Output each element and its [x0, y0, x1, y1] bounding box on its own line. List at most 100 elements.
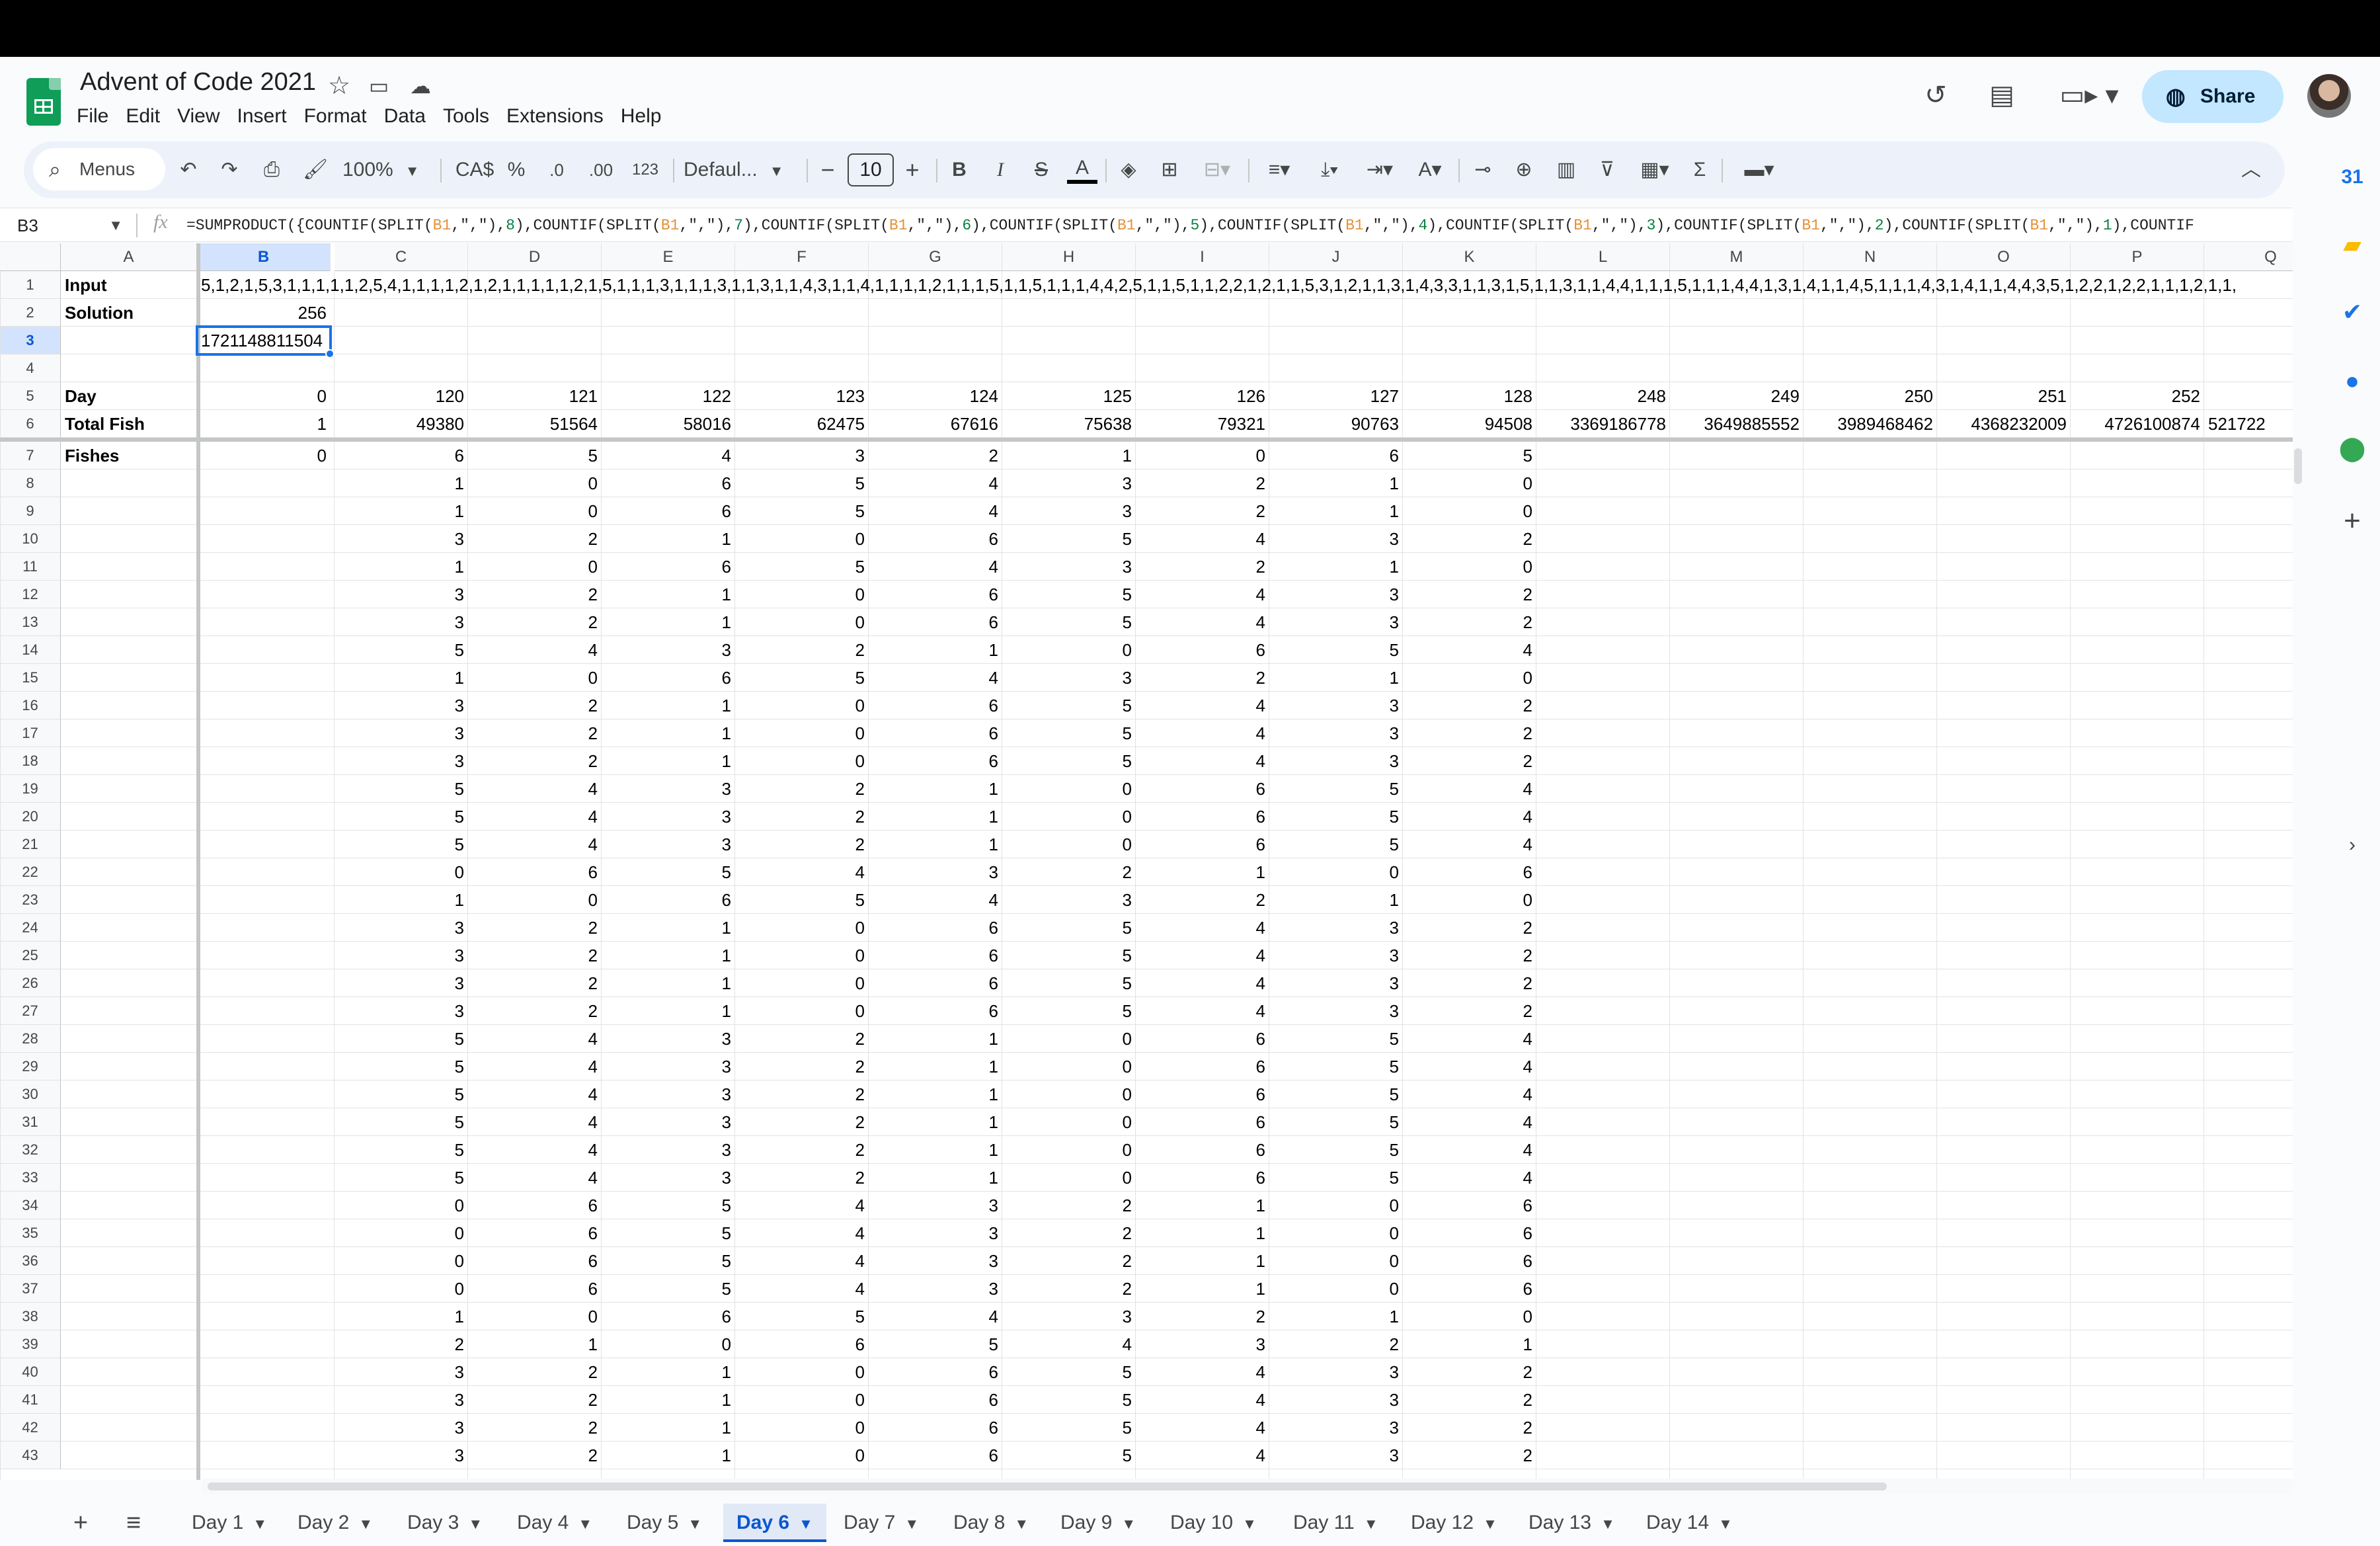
cell-fish[interactable]: 6: [1255, 640, 1265, 660]
cell-fish[interactable]: 0: [1122, 1084, 1132, 1104]
document-title[interactable]: Advent of Code 2021: [80, 68, 317, 96]
star-icon[interactable]: ☆: [328, 72, 351, 100]
cell-fish[interactable]: 0: [454, 862, 464, 882]
cell-fish[interactable]: 6: [721, 501, 731, 521]
cell-fish[interactable]: 5: [721, 1196, 731, 1215]
chevron-down-icon[interactable]: ▼: [1601, 1516, 1615, 1532]
currency-format-button[interactable]: CA$: [455, 159, 495, 181]
cell-fish[interactable]: 1: [721, 585, 731, 604]
cell-fish[interactable]: 4: [988, 668, 998, 688]
chevron-down-icon[interactable]: ▼: [468, 1516, 483, 1532]
cell-fish[interactable]: 2: [588, 946, 598, 965]
input-tools-icon[interactable]: ▬▾: [1744, 159, 1774, 181]
cell-fish[interactable]: 3: [721, 1112, 731, 1132]
tab-day-4[interactable]: Day 4 ▼: [504, 1504, 606, 1542]
cell-fish[interactable]: 2: [1255, 668, 1265, 688]
cell-fish[interactable]: 2: [855, 1029, 865, 1049]
cell-fish[interactable]: 2: [1523, 1418, 1532, 1438]
row-header-24[interactable]: 24: [0, 914, 61, 942]
insert-link-icon[interactable]: ⊸: [1474, 159, 1491, 181]
cell-fish[interactable]: 0: [1122, 1112, 1132, 1132]
cell-fish[interactable]: 2: [1255, 473, 1265, 493]
cell-fish[interactable]: 6: [588, 1251, 598, 1271]
cell-day[interactable]: 252: [2171, 386, 2200, 406]
menu-item-edit[interactable]: Edit: [126, 105, 161, 127]
cell-fish[interactable]: 4: [1255, 1418, 1265, 1438]
sheets-logo-icon[interactable]: [26, 78, 61, 126]
freeze-divider-horizontal[interactable]: [0, 438, 2293, 442]
cell-total-fish[interactable]: 51564: [549, 414, 598, 434]
cell-label-total-fish[interactable]: Total Fish: [65, 414, 145, 434]
menu-item-data[interactable]: Data: [383, 105, 426, 127]
chevron-down-icon[interactable]: ▼: [1483, 1516, 1497, 1532]
cell-fish[interactable]: 3: [988, 1251, 998, 1271]
cell-fish[interactable]: 0: [588, 501, 598, 521]
column-header-f[interactable]: F: [735, 243, 869, 271]
cell-fish[interactable]: 4: [588, 1140, 598, 1160]
cell-fish[interactable]: 1: [721, 751, 731, 771]
collapse-toolbar-icon[interactable]: ︿: [2241, 159, 2261, 181]
column-header-k[interactable]: K: [1403, 243, 1536, 271]
cell-fish[interactable]: 6: [1255, 834, 1265, 854]
cell-fish[interactable]: 1: [721, 1418, 731, 1438]
tab-day-6[interactable]: Day 6 ▼: [723, 1504, 826, 1542]
column-header-c[interactable]: C: [335, 243, 468, 271]
cell-fish[interactable]: 0: [1523, 557, 1532, 577]
cell-fish[interactable]: 3: [1389, 1445, 1399, 1465]
cell-fish[interactable]: 0: [1389, 1251, 1399, 1271]
cell-total-fish[interactable]: 79321: [1217, 414, 1265, 434]
cell-fish[interactable]: 0: [855, 612, 865, 632]
cell-fish[interactable]: 3: [721, 1029, 731, 1049]
cell-fish[interactable]: 3: [988, 1223, 998, 1243]
cell-fish[interactable]: 5: [855, 1307, 865, 1326]
cell-day[interactable]: 120: [435, 386, 464, 406]
cell-fish[interactable]: 0: [1122, 1057, 1132, 1077]
cell-fish[interactable]: 5: [1122, 1418, 1132, 1438]
cell-fish[interactable]: 4: [988, 473, 998, 493]
decrease-decimal-button[interactable]: .0: [549, 160, 564, 180]
spreadsheet-grid[interactable]: A B C D E F G H I J K L M N O P Q 1 2 3 4 5 6 7 8 9 10 11 12 13 14 15 16…: [0, 243, 2293, 1480]
cell-fish[interactable]: 2: [988, 446, 998, 466]
cell-day[interactable]: 127: [1370, 386, 1399, 406]
cell-fish[interactable]: 0: [1122, 779, 1132, 799]
freeze-divider-vertical[interactable]: [196, 243, 200, 1480]
cell-fish[interactable]: 6: [588, 1279, 598, 1299]
tab-day-8[interactable]: Day 8 ▼: [940, 1504, 1042, 1542]
cell-label-day[interactable]: Day: [65, 386, 97, 406]
cell-fish[interactable]: 0: [855, 585, 865, 604]
insert-comment-icon[interactable]: ⊕: [1515, 159, 1532, 181]
cell-fish[interactable]: 3: [1122, 668, 1132, 688]
increase-font-size-icon[interactable]: +: [905, 156, 920, 183]
row-header-3[interactable]: 3: [0, 327, 61, 354]
cell-day[interactable]: 126: [1236, 386, 1265, 406]
menu-item-view[interactable]: View: [177, 105, 220, 127]
cell-fish[interactable]: 3: [1122, 501, 1132, 521]
cell-fish[interactable]: 0: [1122, 640, 1132, 660]
merge-cells-icon[interactable]: ⊟▾: [1203, 159, 1231, 181]
cell-fish[interactable]: 0: [855, 1445, 865, 1465]
cell-fish[interactable]: 3: [1389, 973, 1399, 993]
version-history-icon[interactable]: ↺: [1924, 81, 1947, 110]
cell-fish[interactable]: 1: [1255, 1251, 1265, 1271]
chevron-down-icon[interactable]: ▼: [358, 1516, 374, 1532]
cell-fish[interactable]: 6: [988, 918, 998, 938]
cell-fish[interactable]: 1: [721, 696, 731, 715]
row-header-8[interactable]: 8: [0, 469, 61, 497]
cell-total-fish[interactable]: 3369186778: [1570, 414, 1666, 434]
cell-fish[interactable]: 3: [454, 751, 464, 771]
cell-fish[interactable]: 1: [1122, 446, 1132, 466]
cell-fish[interactable]: 5: [454, 1112, 464, 1132]
row-header-31[interactable]: 31: [0, 1108, 61, 1136]
cell-fish[interactable]: 2: [1523, 529, 1532, 549]
row-header-30[interactable]: 30: [0, 1080, 61, 1108]
cell-fish[interactable]: 2: [1523, 696, 1532, 715]
cell-day[interactable]: 121: [569, 386, 598, 406]
tab-day-13[interactable]: Day 13 ▼: [1515, 1504, 1628, 1542]
cell-solution-value[interactable]: 256: [298, 303, 327, 323]
row-header-21[interactable]: 21: [0, 831, 61, 858]
cell-fish[interactable]: 0: [1122, 834, 1132, 854]
chevron-down-icon[interactable]: ▼: [1121, 1516, 1136, 1532]
cell-fish[interactable]: 5: [1389, 807, 1399, 827]
vertical-align-icon[interactable]: ⤓▾: [1321, 159, 1338, 181]
row-header-10[interactable]: 10: [0, 525, 61, 553]
